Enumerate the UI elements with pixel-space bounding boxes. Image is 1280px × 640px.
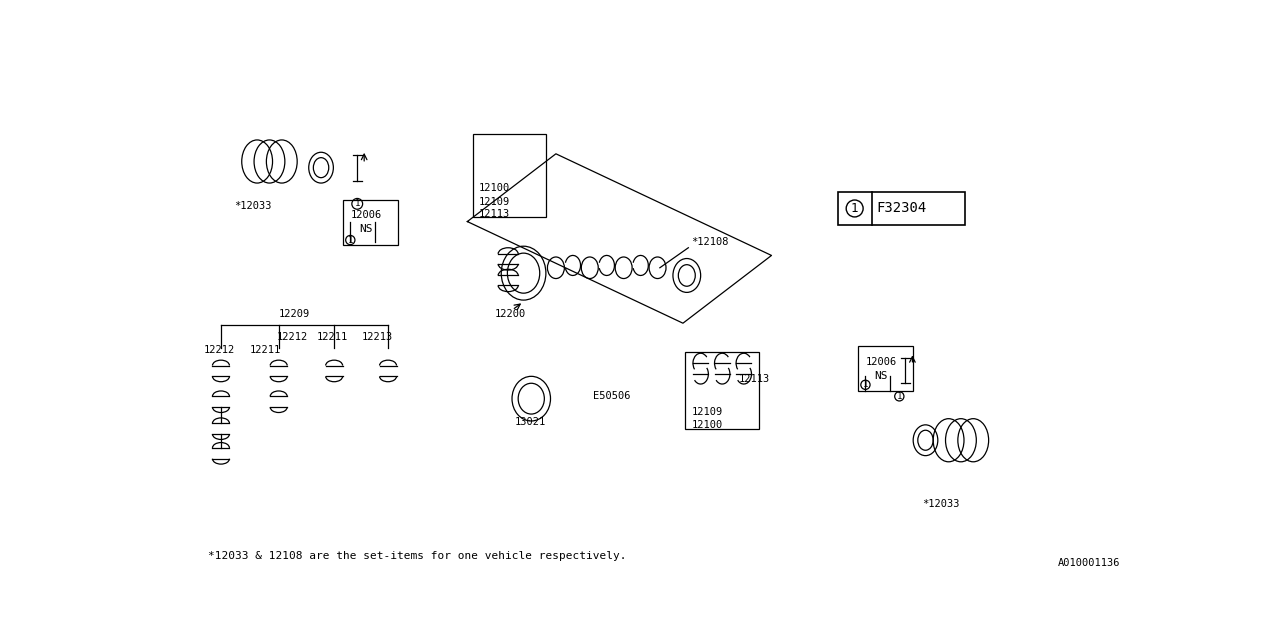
Text: 12212: 12212: [278, 332, 308, 342]
Bar: [837, 192, 965, 225]
Text: *12033: *12033: [234, 201, 271, 211]
Text: 13021: 13021: [515, 417, 545, 427]
Bar: [343, 200, 398, 244]
Text: 12109: 12109: [691, 407, 723, 417]
Text: 12211: 12211: [250, 345, 280, 355]
Text: 12211: 12211: [317, 332, 348, 342]
Bar: [472, 134, 545, 217]
Text: 12100: 12100: [479, 184, 511, 193]
Text: 12006: 12006: [351, 211, 383, 220]
Text: 12209: 12209: [279, 309, 310, 319]
Text: 1: 1: [896, 392, 902, 401]
Text: 12113: 12113: [739, 374, 771, 385]
Bar: [685, 353, 759, 429]
Text: 1: 1: [348, 236, 353, 244]
Text: 12113: 12113: [479, 209, 511, 219]
Text: 1: 1: [863, 380, 868, 389]
Bar: [858, 346, 913, 391]
Text: F32304: F32304: [877, 202, 927, 216]
Text: 12200: 12200: [494, 309, 526, 319]
Text: NS: NS: [874, 371, 888, 381]
Text: *12033: *12033: [922, 499, 959, 509]
Text: 12100: 12100: [691, 420, 723, 430]
Text: *12033 & 12108 are the set-items for one vehicle respectively.: *12033 & 12108 are the set-items for one…: [207, 551, 626, 561]
Text: 12006: 12006: [867, 356, 897, 367]
Text: 12109: 12109: [479, 196, 511, 207]
Text: 12212: 12212: [204, 345, 234, 355]
Text: *12108: *12108: [691, 237, 728, 247]
Text: A010001136: A010001136: [1059, 559, 1120, 568]
Text: 1: 1: [851, 202, 859, 215]
Text: 1: 1: [355, 199, 360, 209]
Text: NS: NS: [358, 224, 372, 234]
Text: E50506: E50506: [593, 391, 630, 401]
Text: 12213: 12213: [362, 332, 393, 342]
